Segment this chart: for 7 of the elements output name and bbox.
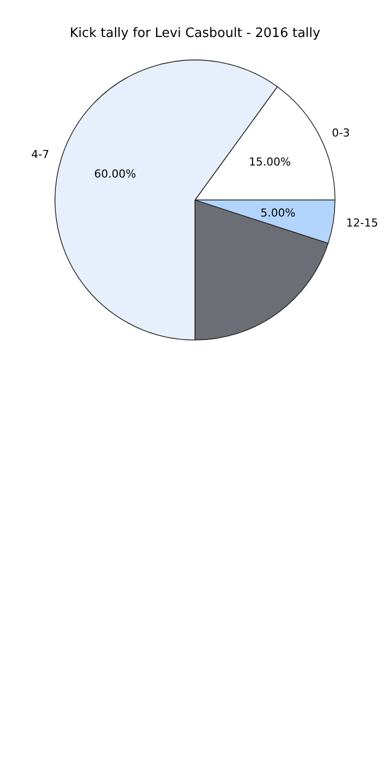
- data-label: 15.00%: [248, 155, 291, 168]
- data-label: 60.00%: [94, 168, 136, 181]
- data-label: 5.00%: [260, 206, 296, 220]
- slice-label: 4-7: [31, 148, 50, 161]
- slice-label: 0-3: [332, 126, 350, 140]
- chart-title: Kick tally for Levi Casboult - 2016 tally: [70, 26, 321, 41]
- slice-label: 12-15: [346, 216, 378, 230]
